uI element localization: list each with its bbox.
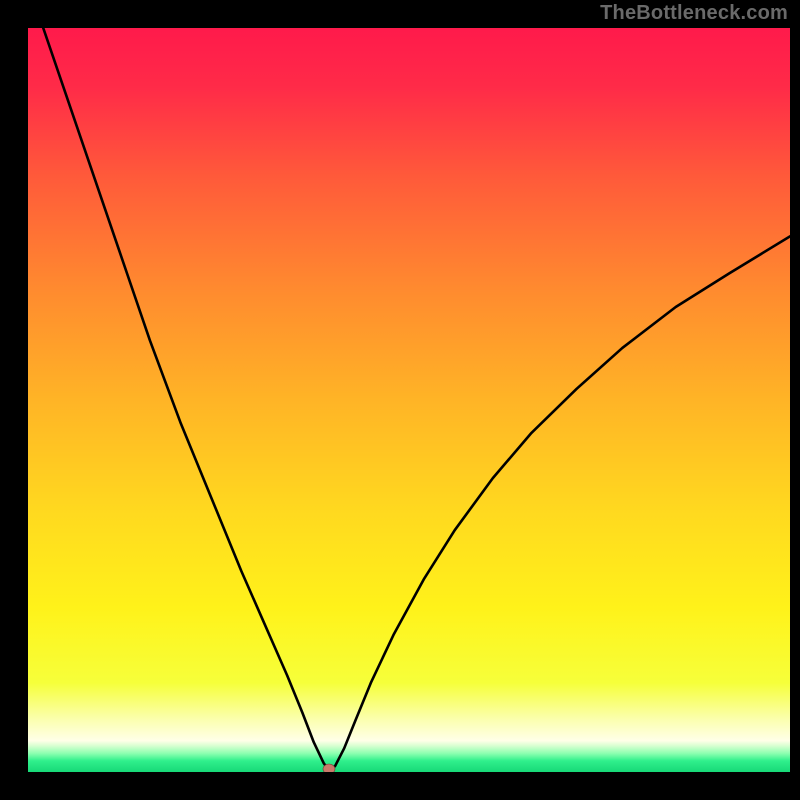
chart-frame: TheBottleneck.com [0, 0, 800, 800]
minimum-marker [323, 764, 335, 772]
watermark-text: TheBottleneck.com [600, 2, 788, 25]
plot-svg [28, 28, 790, 772]
